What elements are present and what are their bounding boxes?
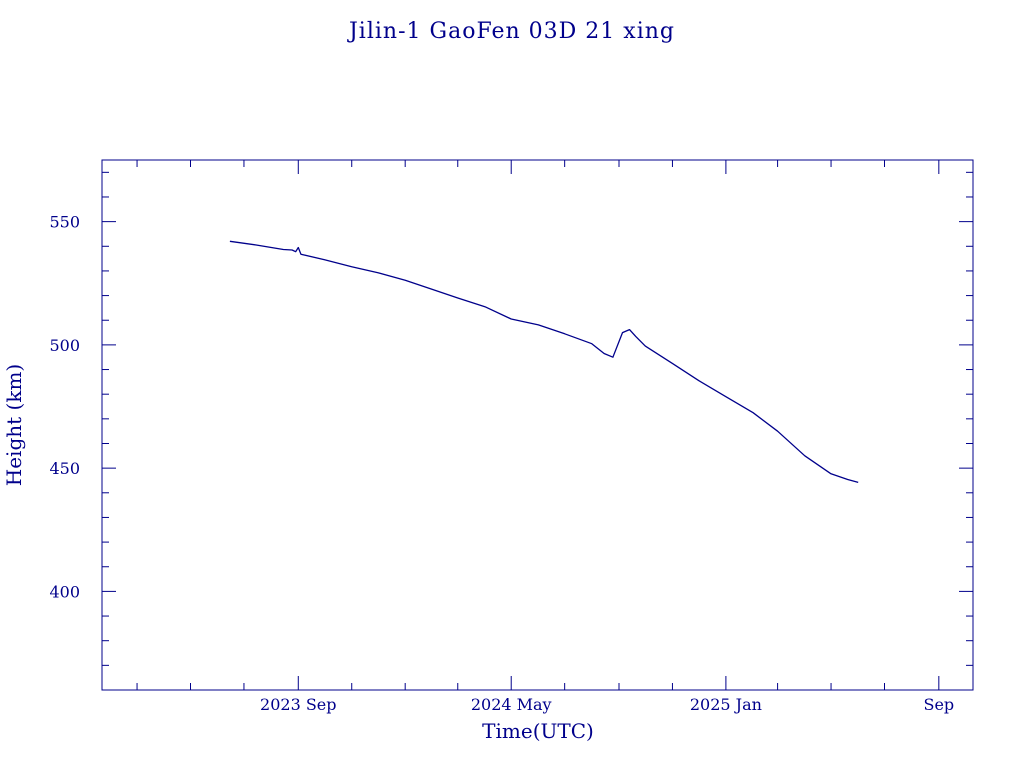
y-tick-label: 400 (49, 582, 80, 601)
x-tick-label: 2023 Sep (260, 695, 336, 714)
x-tick-label: 2025 Jan (690, 695, 762, 714)
y-axis-ticks: 400 450 500 550 (49, 171, 973, 666)
height-series-line (229, 240, 859, 484)
x-axis-ticks: 2023 Sep 2024 May 2025 Jan Sep (136, 160, 954, 714)
y-axis-label: Height (km) (2, 364, 26, 486)
plot-frame (101, 159, 974, 691)
y-tick-label: 450 (49, 459, 80, 478)
chart-title: Jilin-1 GaoFen 03D 21 xing (347, 19, 675, 44)
y-tick-label: 550 (49, 213, 80, 232)
x-axis-label: Time(UTC) (482, 719, 594, 743)
x-tick-label: 2024 May (471, 695, 552, 714)
x-tick-label: Sep (923, 695, 954, 714)
y-tick-label: 500 (49, 336, 80, 355)
